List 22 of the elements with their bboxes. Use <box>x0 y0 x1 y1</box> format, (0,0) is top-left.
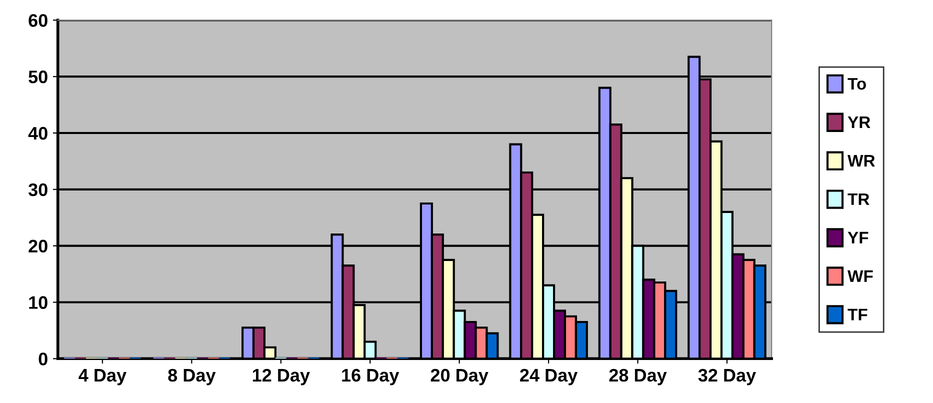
y-tick-label: 40 <box>28 126 48 140</box>
y-tick-label: 20 <box>28 240 48 253</box>
legend-label: WR <box>848 154 875 166</box>
x-tick-label: 24 Day <box>520 368 578 386</box>
x-tick-label: 12 Day <box>252 368 310 386</box>
y-tick-label: 60 <box>28 14 48 27</box>
x-tick-label: 20 Day <box>430 368 488 386</box>
x-tick-label: 16 Day <box>342 368 400 386</box>
legend-label: TR <box>848 193 870 205</box>
x-tick-label: 28 Day <box>609 368 667 386</box>
legend-label: WF <box>848 270 873 282</box>
y-tick-label: 50 <box>28 70 48 84</box>
legend-label: To <box>848 78 866 90</box>
legend-label: YR <box>848 116 870 128</box>
legend-label: YF <box>848 232 868 244</box>
legend-label: TF <box>848 308 868 320</box>
y-tick-label: 10 <box>29 296 48 309</box>
x-tick-label: 8 Day <box>168 368 216 386</box>
y-tick-label: 0 <box>38 352 48 366</box>
x-tick-label: 32 Day <box>698 368 756 386</box>
x-tick-label: 4 Day <box>78 369 126 386</box>
y-tick-label: 30 <box>28 183 48 196</box>
